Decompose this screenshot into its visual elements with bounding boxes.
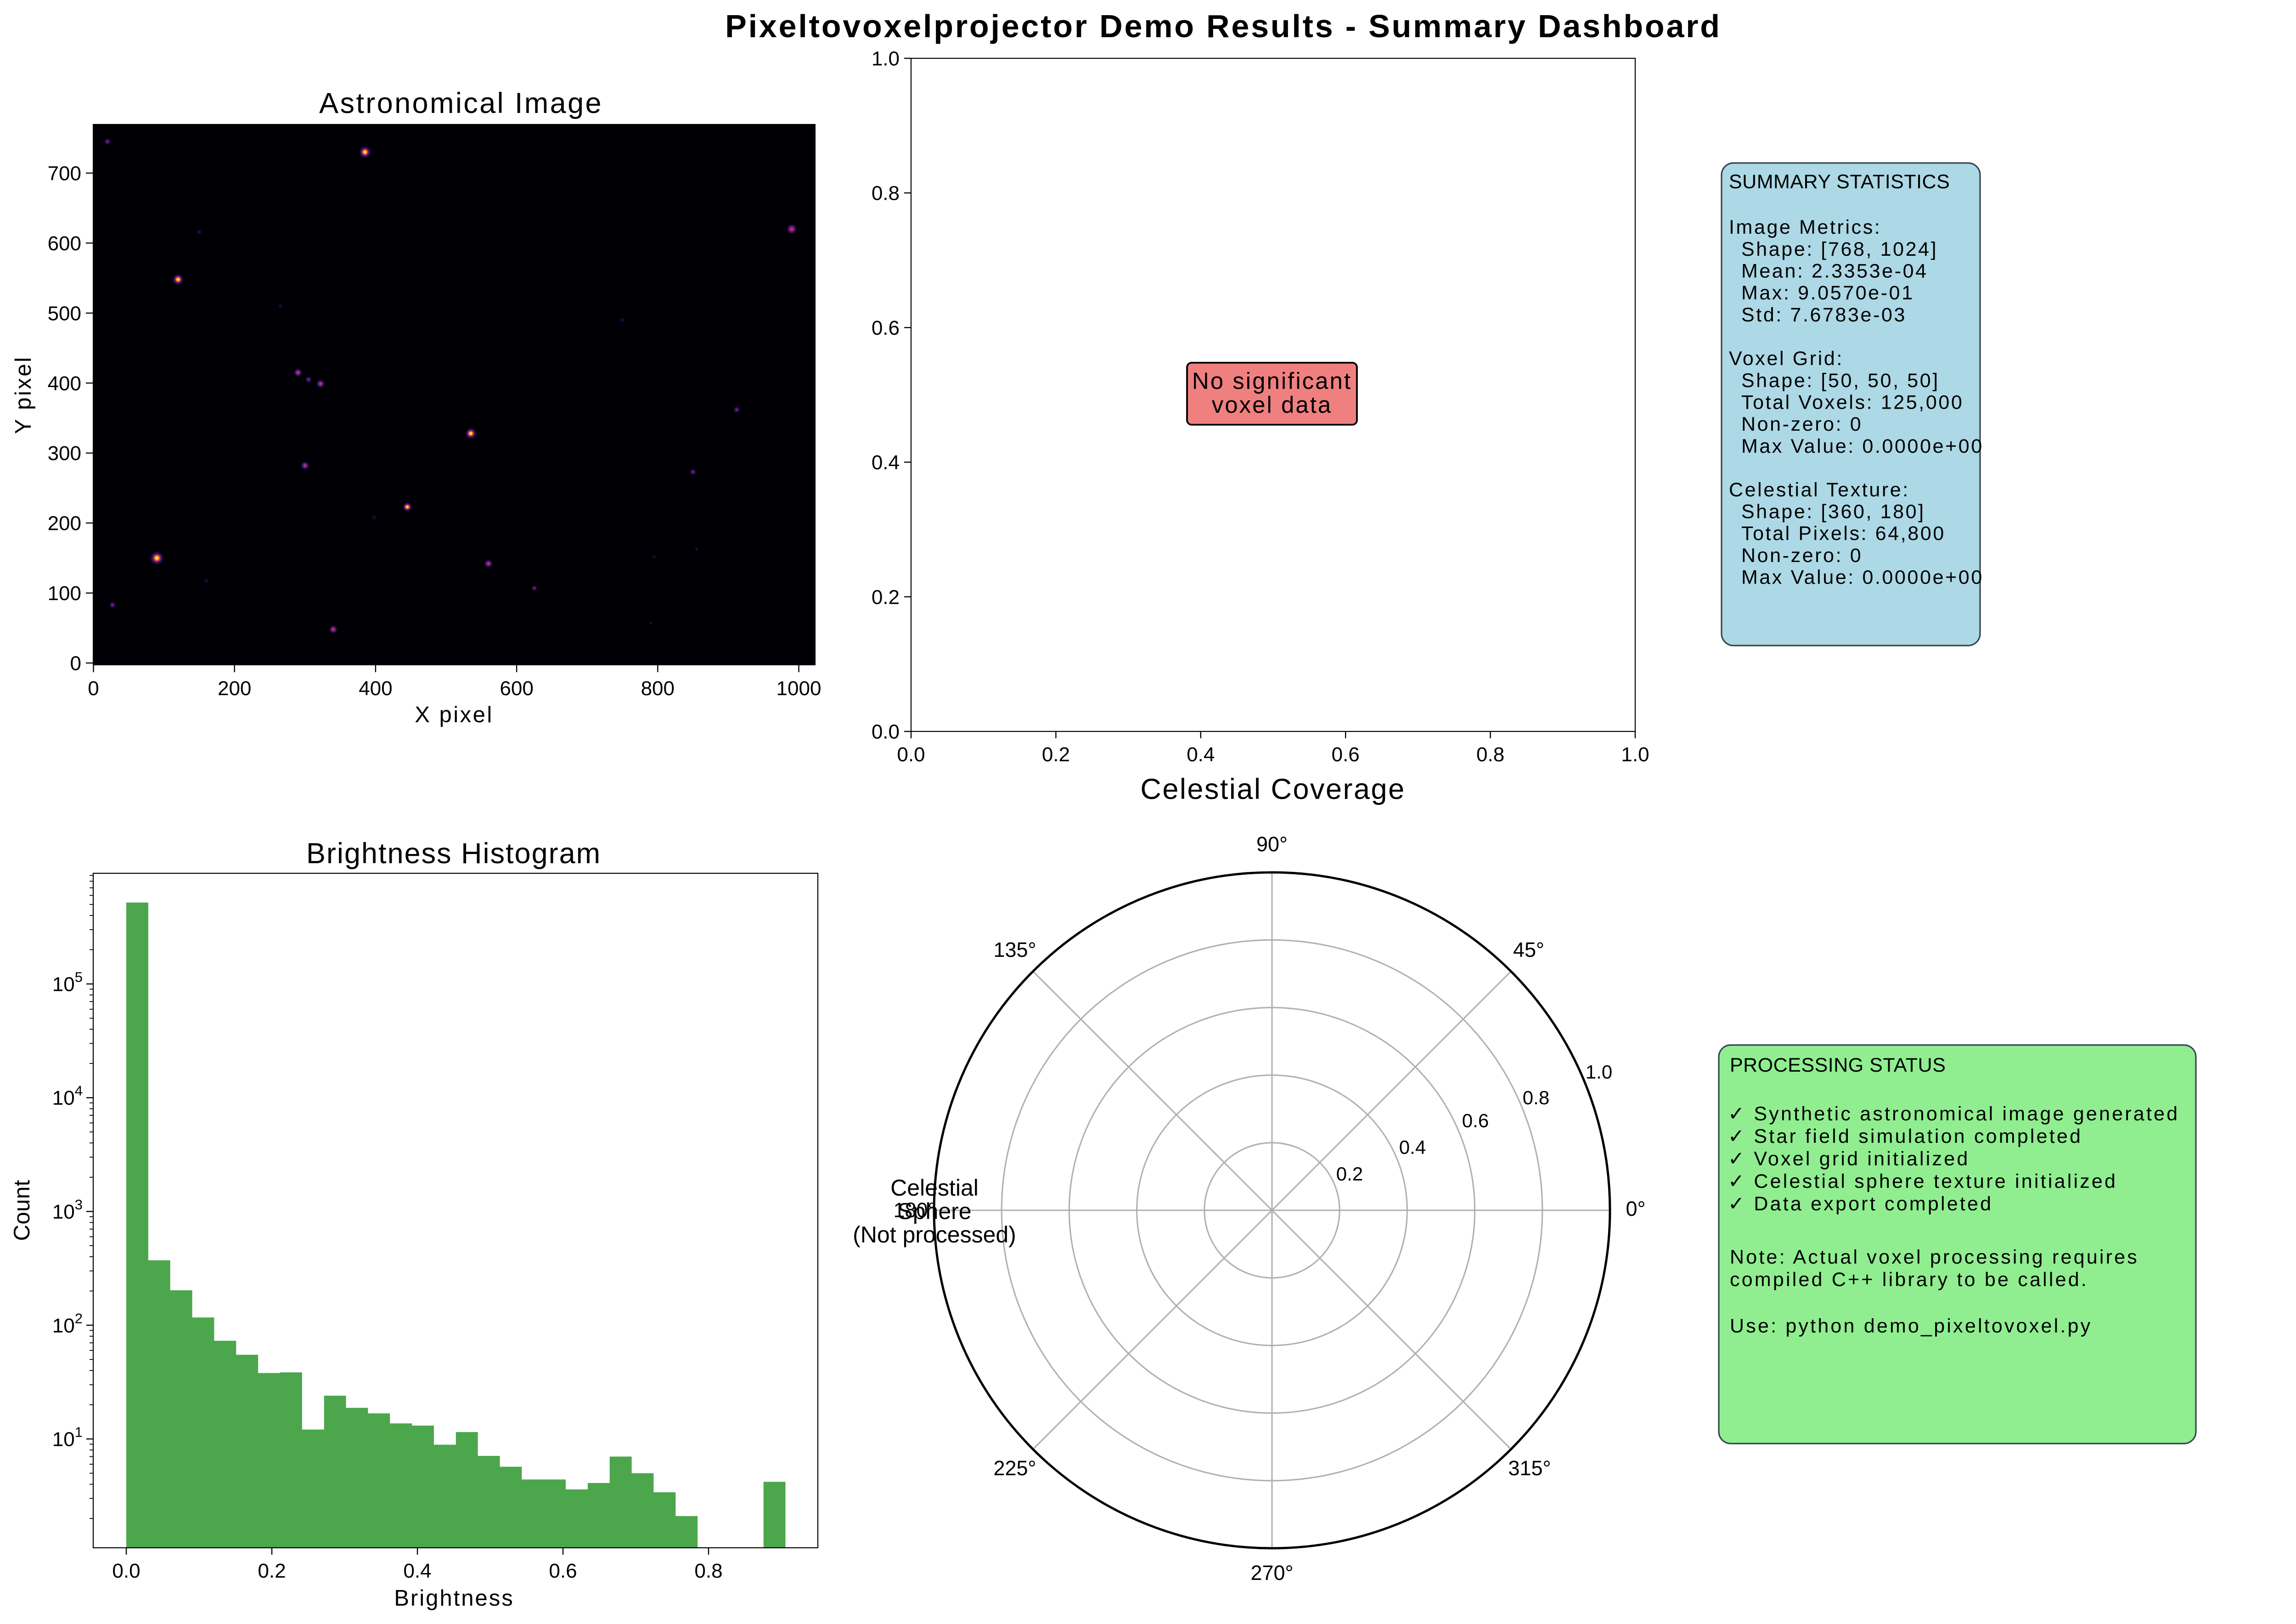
svg-text:0.4: 0.4 (1399, 1136, 1426, 1158)
svg-text:Total Voxels: 125,000: Total Voxels: 125,000 (1741, 392, 1964, 414)
svg-text:200: 200 (218, 677, 251, 700)
svg-text:0.0: 0.0 (112, 1560, 140, 1582)
svg-text:Count: Count (10, 1180, 34, 1241)
svg-text:0.6: 0.6 (1332, 743, 1360, 766)
svg-text:Brightness: Brightness (394, 1586, 514, 1611)
svg-text:0.2: 0.2 (872, 586, 900, 608)
svg-text:Shape: [50, 50, 50]: Shape: [50, 50, 50] (1741, 370, 1940, 392)
svg-text:300: 300 (48, 442, 81, 465)
svg-text:✓ Voxel grid initialized: ✓ Voxel grid initialized (1728, 1148, 1970, 1170)
svg-text:200: 200 (48, 512, 81, 535)
svg-text:(Not processed): (Not processed) (853, 1222, 1016, 1248)
svg-text:225°: 225° (993, 1456, 1036, 1480)
svg-text:315°: 315° (1508, 1456, 1551, 1480)
svg-text:Std: 7.6783e-03: Std: 7.6783e-03 (1741, 304, 1907, 326)
svg-text:Shape: [768, 1024]: Shape: [768, 1024] (1741, 238, 1938, 260)
svg-text:Use: python demo_pixeltovoxel.: Use: python demo_pixeltovoxel.py (1730, 1315, 2092, 1337)
svg-text:No significant: No significant (1192, 368, 1352, 394)
svg-text:0.6: 0.6 (1462, 1110, 1489, 1131)
svg-text:0.8: 0.8 (1476, 743, 1504, 766)
svg-text:1.0: 1.0 (1621, 743, 1649, 766)
svg-text:✓ Synthetic astronomical image: ✓ Synthetic astronomical image generated (1728, 1103, 2179, 1125)
svg-text:Non-zero: 0: Non-zero: 0 (1741, 545, 1863, 567)
svg-text:180°: 180° (893, 1198, 936, 1222)
svg-text:135°: 135° (993, 938, 1036, 961)
svg-text:Shape: [360, 180]: Shape: [360, 180] (1741, 501, 1925, 523)
svg-text:Y pixel: Y pixel (11, 356, 36, 434)
svg-text:0.4: 0.4 (403, 1560, 431, 1582)
svg-text:0.4: 0.4 (872, 451, 900, 474)
svg-text:Pixeltovoxelprojector Demo Res: Pixeltovoxelprojector Demo Results - Sum… (725, 8, 1722, 44)
svg-text:90°: 90° (1256, 832, 1288, 856)
svg-text:voxel data: voxel data (1212, 392, 1333, 418)
svg-text:0: 0 (70, 652, 81, 675)
svg-text:Sphere: Sphere (897, 1198, 971, 1224)
svg-text:0.6: 0.6 (872, 317, 900, 339)
svg-text:Mean: 2.3353e-04: Mean: 2.3353e-04 (1741, 260, 1928, 282)
svg-text:Voxel Grid:: Voxel Grid: (1729, 348, 1844, 370)
svg-text:0.2: 0.2 (1042, 743, 1070, 766)
svg-text:✓ Celestial sphere texture ini: ✓ Celestial sphere texture initialized (1728, 1170, 2117, 1192)
svg-text:45°: 45° (1513, 938, 1544, 961)
svg-text:600: 600 (48, 232, 81, 255)
svg-text:Image Metrics:: Image Metrics: (1729, 216, 1881, 238)
svg-text:1.0: 1.0 (872, 48, 900, 70)
svg-text:0.8: 0.8 (872, 182, 900, 205)
svg-text:X pixel: X pixel (415, 702, 494, 727)
svg-text:500: 500 (48, 302, 81, 325)
svg-text:0.6: 0.6 (549, 1560, 577, 1582)
svg-text:0.2: 0.2 (258, 1560, 286, 1582)
svg-text:0.4: 0.4 (1187, 743, 1215, 766)
svg-text:Non-zero: 0: Non-zero: 0 (1741, 413, 1863, 435)
svg-text:Celestial: Celestial (890, 1175, 979, 1201)
svg-text:400: 400 (48, 372, 81, 395)
svg-text:✓ Data export completed: ✓ Data export completed (1728, 1193, 1993, 1215)
svg-text:1000: 1000 (777, 677, 822, 700)
svg-text:1.0: 1.0 (1586, 1061, 1612, 1083)
svg-text:0.0: 0.0 (897, 743, 925, 766)
svg-text:compiled C++ library to be cal: compiled C++ library to be called. (1730, 1269, 2088, 1291)
svg-text:Celestial Texture:: Celestial Texture: (1729, 479, 1910, 501)
svg-text:0.8: 0.8 (1523, 1087, 1549, 1108)
svg-text:Brightness Histogram: Brightness Histogram (306, 837, 601, 870)
svg-text:0°: 0° (1626, 1197, 1645, 1220)
svg-text:Max: 9.0570e-01: Max: 9.0570e-01 (1741, 282, 1914, 304)
svg-text:Note: Actual voxel processing: Note: Actual voxel processing requires (1730, 1246, 2139, 1268)
svg-text:Max Value: 0.0000e+00: Max Value: 0.0000e+00 (1741, 435, 1984, 457)
svg-text:Max Value: 0.0000e+00: Max Value: 0.0000e+00 (1741, 567, 1984, 589)
svg-text:Celestial Coverage: Celestial Coverage (1140, 773, 1405, 805)
svg-text:800: 800 (641, 677, 675, 700)
svg-text:0: 0 (88, 677, 99, 700)
svg-text:0.8: 0.8 (694, 1560, 722, 1582)
svg-text:400: 400 (359, 677, 392, 700)
svg-text:✓ Star field simulation comple: ✓ Star field simulation completed (1728, 1125, 2082, 1147)
svg-text:0.2: 0.2 (1336, 1163, 1363, 1185)
svg-text:100: 100 (48, 582, 81, 605)
svg-text:700: 700 (48, 163, 81, 185)
svg-text:Total Pixels: 64,800: Total Pixels: 64,800 (1741, 523, 1946, 545)
svg-text:0.0: 0.0 (872, 721, 900, 743)
svg-text:PROCESSING STATUS: PROCESSING STATUS (1730, 1054, 1946, 1076)
svg-text:Astronomical Image: Astronomical Image (319, 87, 603, 119)
svg-text:SUMMARY STATISTICS: SUMMARY STATISTICS (1729, 171, 1950, 193)
svg-text:600: 600 (500, 677, 533, 700)
svg-text:270°: 270° (1250, 1561, 1293, 1585)
